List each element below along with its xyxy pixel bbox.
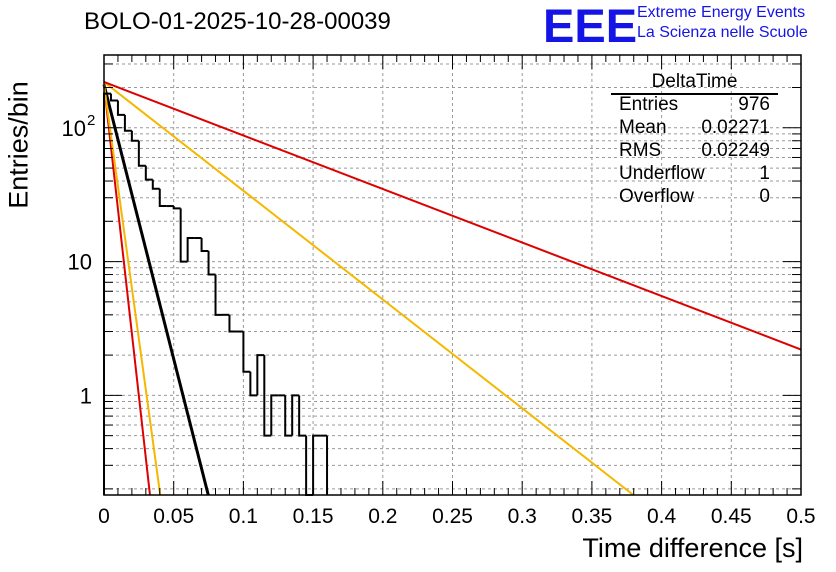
logo-line-1: Extreme Energy Events bbox=[637, 4, 806, 21]
stats-row-mean: Mean 0.02271 bbox=[619, 116, 778, 139]
histogram-bin bbox=[256, 354, 265, 396]
stats-key: Entries bbox=[619, 94, 679, 115]
histogram-bin bbox=[179, 208, 188, 263]
fit-line-orange-steep bbox=[103, 84, 162, 496]
tick-labels: 0 0.05 0.1 0.15 0.2 0.25 0.3 0.35 0.4 0.45 0.51101… bbox=[62, 112, 816, 528]
histogram-bin bbox=[109, 93, 118, 102]
y-tick-label: 10 bbox=[68, 250, 92, 275]
histogram-bin bbox=[103, 92, 111, 495]
stats-value: 0 bbox=[759, 186, 770, 207]
x-tick-label: 0.05 bbox=[153, 505, 194, 528]
histogram-bin bbox=[130, 130, 139, 142]
histogram-bin bbox=[137, 140, 146, 167]
stats-title: DeltaTime bbox=[611, 71, 778, 95]
chart-title: BOLO-01-2025-10-28-00039 bbox=[84, 8, 391, 35]
histogram-bin bbox=[228, 314, 237, 333]
eee-logo-mark: EEE bbox=[543, 0, 638, 52]
fit-curves bbox=[102, 81, 802, 496]
y-axis-label-box: Entries/bin bbox=[4, 81, 34, 209]
stats-key: Mean bbox=[619, 117, 667, 138]
fit-line-fit bbox=[102, 84, 210, 496]
histogram-bin bbox=[270, 394, 279, 436]
x-tick-label: 0.4 bbox=[647, 505, 677, 528]
stats-row-rms: RMS 0.02249 bbox=[619, 139, 778, 162]
axes bbox=[103, 54, 802, 496]
fit-line-orange-slow bbox=[103, 81, 634, 496]
x-tick-label: 0.15 bbox=[293, 505, 334, 528]
stats-key: Overflow bbox=[619, 186, 694, 207]
histogram-bin bbox=[186, 237, 195, 262]
stats-row-underflow: Underflow 1 bbox=[619, 162, 778, 185]
histogram-bin bbox=[123, 114, 132, 132]
stats-row-overflow: Overflow 0 bbox=[619, 185, 778, 208]
x-tick-label: 0.35 bbox=[571, 505, 612, 528]
y-tick-exponent: 2 bbox=[87, 112, 95, 129]
x-tick-label: 0 bbox=[98, 505, 110, 528]
y-axis-label: Entries/bin bbox=[3, 81, 34, 209]
stats-row-entries: Entries 976 bbox=[619, 93, 778, 116]
histogram-bin bbox=[312, 434, 321, 495]
histogram-bin bbox=[284, 395, 293, 437]
fit-line-red-steep bbox=[103, 84, 151, 496]
stats-key: Underflow bbox=[619, 163, 705, 184]
x-axis-label: Time difference [s] bbox=[582, 533, 803, 563]
x-tick-label: 0.2 bbox=[368, 505, 397, 528]
x-tick-label: 0.1 bbox=[229, 505, 258, 528]
x-tick-label: 0.3 bbox=[508, 505, 537, 528]
histogram-bin bbox=[151, 179, 160, 190]
x-tick-label: 0.45 bbox=[711, 505, 752, 528]
x-tick-label: 0.5 bbox=[786, 505, 815, 528]
stats-value: 1 bbox=[759, 163, 770, 184]
stats-key: RMS bbox=[619, 140, 662, 161]
stats-value: 0.02249 bbox=[701, 140, 770, 161]
histogram-bin bbox=[249, 371, 258, 397]
stats-value: 0.02271 bbox=[701, 117, 770, 138]
histogram-bin bbox=[116, 100, 125, 116]
logo-line-2: La Scienza nelle Scuole bbox=[637, 24, 808, 41]
y-tick-label: 1 bbox=[80, 383, 92, 408]
fit-line-red-slow bbox=[103, 81, 802, 351]
histogram-bin bbox=[291, 394, 300, 436]
histogram-bin bbox=[144, 165, 153, 181]
histogram-bin bbox=[214, 274, 223, 316]
histogram-bin bbox=[263, 355, 272, 437]
y-tick-label: 10 bbox=[62, 116, 86, 141]
stats-value: 976 bbox=[738, 94, 770, 115]
histogram-bin bbox=[158, 188, 167, 208]
x-tick-label: 0.25 bbox=[432, 505, 473, 528]
histogram-bin bbox=[172, 206, 181, 210]
histogram-bin bbox=[207, 250, 216, 276]
histogram-bin bbox=[242, 331, 251, 373]
histogram-bin bbox=[298, 395, 307, 437]
histogram-bin bbox=[200, 238, 209, 252]
